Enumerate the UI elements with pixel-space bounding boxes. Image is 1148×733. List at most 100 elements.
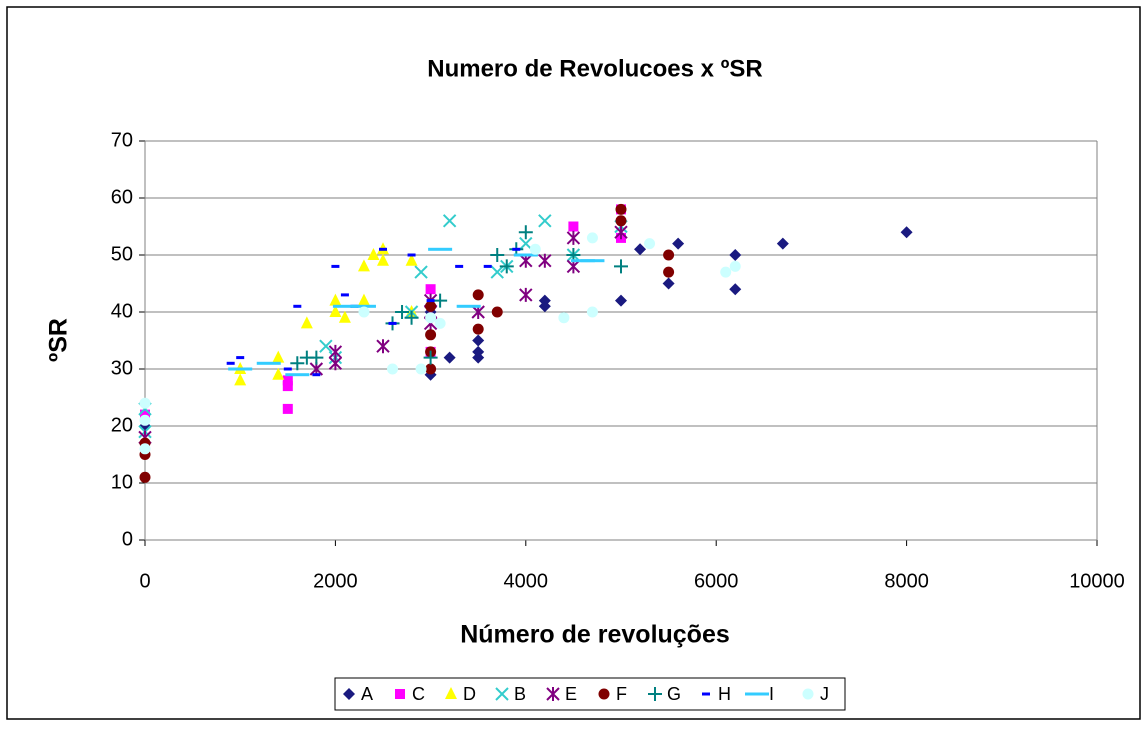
x-tick-label: 4000 — [504, 570, 549, 592]
point — [472, 323, 484, 335]
point — [472, 345, 485, 358]
point — [358, 306, 370, 318]
x-tick-label: 2000 — [313, 570, 358, 592]
point — [455, 264, 464, 268]
point — [518, 225, 533, 240]
point — [272, 350, 285, 363]
point — [351, 304, 376, 308]
point — [472, 334, 485, 347]
point — [586, 232, 598, 244]
legend-marker — [648, 687, 662, 701]
point — [729, 249, 742, 261]
point — [388, 321, 397, 325]
point — [442, 214, 457, 228]
point — [615, 203, 627, 215]
legend-label: H — [718, 684, 731, 704]
x-tick-label: 0 — [139, 570, 150, 592]
point — [425, 312, 437, 324]
point — [512, 247, 521, 251]
point — [236, 356, 245, 360]
x-axis-label: Número de revoluções — [460, 621, 730, 649]
legend-marker — [546, 687, 560, 701]
point — [456, 304, 481, 308]
point — [405, 253, 418, 266]
point — [425, 300, 437, 312]
point — [586, 306, 598, 318]
legend-label: C — [412, 684, 425, 704]
y-tick-label: 10 — [111, 471, 133, 493]
point — [272, 367, 285, 380]
point — [499, 259, 514, 274]
point — [538, 294, 551, 307]
legend-label: B — [514, 684, 526, 704]
point — [776, 237, 789, 250]
point — [529, 243, 541, 255]
point — [644, 238, 656, 250]
point — [614, 259, 628, 274]
point — [634, 243, 647, 256]
legend-marker — [598, 688, 610, 700]
point — [415, 363, 427, 375]
point — [338, 310, 351, 323]
point — [513, 253, 538, 257]
legend-label: A — [361, 684, 373, 704]
point — [483, 264, 492, 268]
point — [367, 248, 380, 260]
legend-label: J — [820, 684, 829, 704]
legend-label: D — [463, 684, 476, 704]
point — [387, 363, 399, 375]
point — [283, 367, 292, 371]
point — [256, 361, 281, 365]
legend-label: E — [565, 684, 577, 704]
point — [395, 305, 410, 319]
legend-marker — [802, 688, 814, 700]
point — [377, 253, 389, 266]
point — [328, 344, 343, 359]
y-axis-label: ºSR — [45, 318, 73, 362]
point — [309, 350, 324, 365]
legend-marker — [343, 688, 355, 700]
point — [662, 277, 675, 290]
point — [285, 373, 310, 377]
point — [226, 361, 235, 365]
y-tick-label: 40 — [111, 300, 133, 322]
point — [491, 306, 503, 318]
point — [228, 367, 253, 371]
legend-label: I — [769, 684, 774, 704]
point — [672, 237, 685, 250]
y-tick-label: 50 — [111, 243, 133, 265]
legend-label: F — [616, 684, 627, 704]
y-tick-label: 70 — [111, 129, 133, 151]
point — [729, 283, 742, 296]
point — [568, 221, 579, 232]
x-tick-label: 6000 — [694, 570, 739, 592]
y-tick-label: 0 — [122, 528, 133, 550]
point — [434, 317, 446, 329]
point — [580, 259, 605, 263]
point — [379, 247, 387, 251]
point — [428, 247, 453, 251]
point — [490, 265, 504, 279]
point — [282, 403, 293, 414]
legend-marker — [702, 692, 710, 696]
point — [519, 236, 533, 251]
point — [140, 409, 150, 420]
point — [729, 260, 741, 272]
point — [425, 363, 437, 375]
point — [426, 299, 435, 303]
point — [332, 304, 357, 308]
legend-marker — [745, 692, 769, 696]
point — [329, 293, 342, 306]
point — [566, 230, 581, 245]
y-tick-label: 20 — [111, 414, 133, 436]
point — [472, 289, 484, 301]
point — [414, 265, 428, 279]
point — [293, 304, 302, 308]
point — [404, 310, 419, 325]
chart-title: Numero de Revolucoes x ºSR — [427, 55, 763, 82]
y-tick-label: 30 — [111, 357, 133, 379]
point — [663, 266, 675, 278]
chart-border — [6, 6, 1141, 720]
point — [329, 305, 342, 317]
